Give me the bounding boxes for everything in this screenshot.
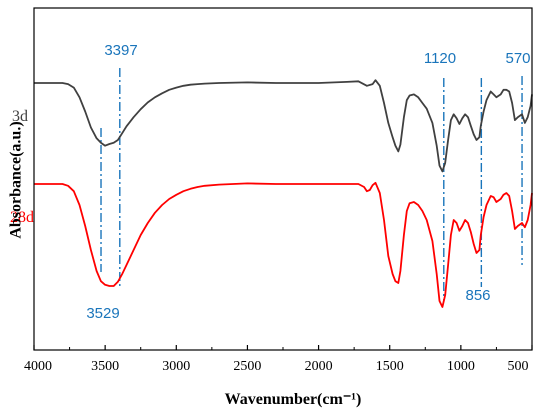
annotation-layer (100, 68, 523, 300)
x-tick-label: 500 (508, 359, 529, 374)
plot-frame (33, 7, 533, 351)
x-axis: 4000 3500 3000 2500 2000 1500 1000 500 (24, 345, 533, 374)
annotation-label-1120: 1120 (424, 50, 456, 67)
x-tick-label: 4000 (24, 359, 52, 374)
series-line-28d (34, 181, 533, 308)
series-line-3d (34, 79, 533, 173)
annotation-label-570: 570 (505, 50, 530, 67)
label-layer: 3d 28d 3397 1120 570 3529 856 (10, 42, 531, 322)
y-axis-title: Absorbance(a.u.) (8, 121, 25, 238)
x-tick-label: 2000 (305, 359, 333, 374)
series-layer (34, 79, 533, 308)
annotation-label-3397: 3397 (104, 42, 137, 59)
x-tick-label: 1000 (447, 359, 475, 374)
x-axis-title: Wavenumber(cm⁻¹) (225, 391, 362, 408)
annotation-label-856: 856 (465, 287, 490, 304)
x-tick-label: 2500 (233, 359, 261, 374)
x-tick-label: 3000 (162, 359, 190, 374)
x-tick-label: 3500 (91, 359, 119, 374)
series-label-3d: 3d (12, 108, 28, 125)
annotation-label-3529: 3529 (86, 305, 119, 322)
x-tick-label: 1500 (376, 359, 404, 374)
series-label-28d: 28d (10, 209, 34, 226)
